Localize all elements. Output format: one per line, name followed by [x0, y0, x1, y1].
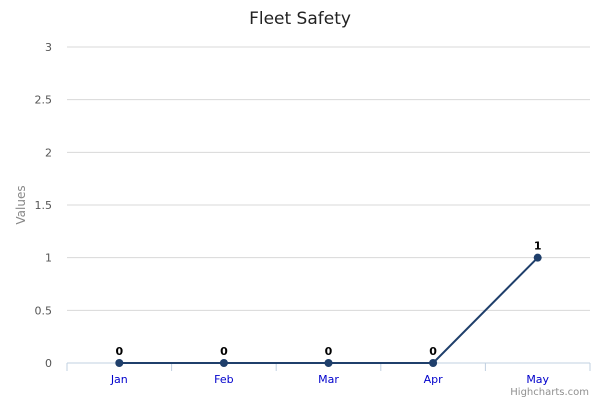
y-tick-label: 0.5	[35, 304, 53, 317]
y-tick-label: 2	[45, 146, 52, 159]
y-tick-label: 3	[45, 41, 52, 54]
credits-link[interactable]: Highcharts.com	[510, 387, 589, 398]
data-label: 0	[115, 345, 123, 358]
grid-lines	[67, 46, 590, 364]
data-label: 1	[534, 240, 542, 253]
y-tick-label: 1.5	[35, 199, 53, 212]
x-tick-label: Apr	[424, 373, 444, 386]
data-point[interactable]	[429, 359, 438, 367]
x-tick-label: Feb	[214, 373, 233, 386]
x-axis: Jan Feb Mar Apr May	[66, 362, 591, 386]
x-tick-label: Mar	[318, 373, 339, 386]
data-label: 0	[429, 345, 437, 358]
y-axis-ticks: 0 0.5 1 1.5 2 2.5 3	[35, 41, 53, 370]
x-tick-label: May	[526, 373, 549, 386]
data-point[interactable]	[324, 359, 333, 367]
y-tick-label: 0	[45, 357, 52, 370]
series-group: 0 0 0 0 1	[115, 240, 542, 367]
data-point[interactable]	[533, 253, 542, 262]
y-tick-label: 1	[45, 252, 52, 265]
chart-title: Fleet Safety	[249, 9, 351, 29]
x-tick-label: Jan	[110, 373, 128, 386]
data-label: 0	[325, 345, 333, 358]
data-point[interactable]	[219, 359, 228, 367]
data-label: 0	[220, 345, 228, 358]
data-point[interactable]	[115, 359, 124, 367]
y-tick-label: 2.5	[35, 94, 53, 107]
y-axis-label: Values	[14, 185, 28, 224]
